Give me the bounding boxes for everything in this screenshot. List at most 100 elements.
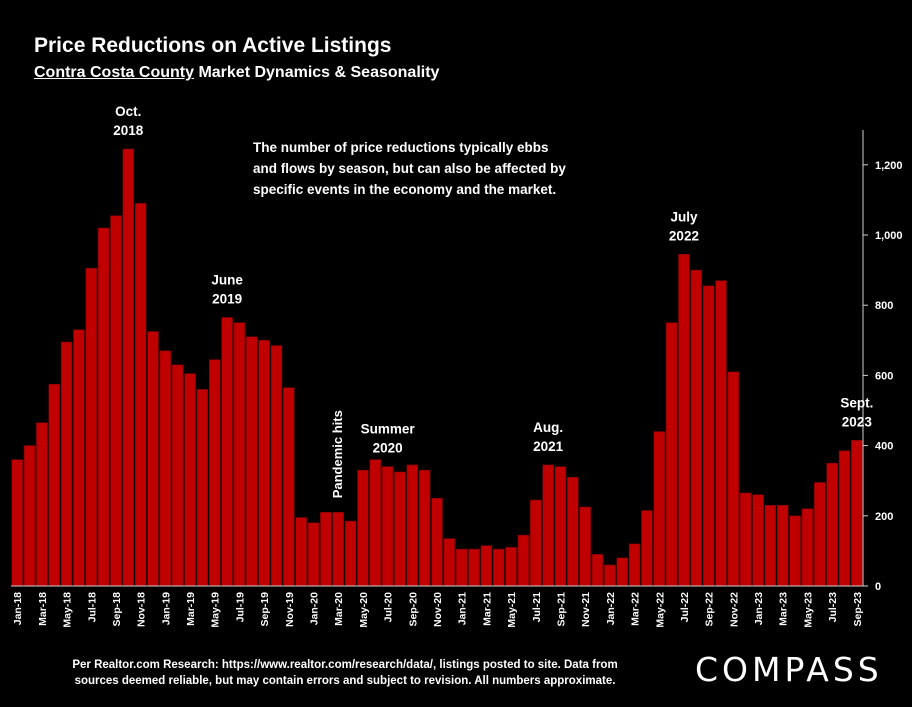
x-tick-label: May-21 [506, 592, 518, 628]
bar-Feb-21 [468, 548, 480, 587]
y-tick-label: 1,000 [875, 230, 903, 242]
bar-Dec-19 [295, 517, 307, 587]
bar-Jun-23 [814, 482, 826, 587]
bar-Jan-18 [11, 459, 23, 587]
bar-Jun-20 [369, 459, 381, 587]
bar-Jan-22 [604, 564, 616, 587]
bar-Sep-18 [110, 215, 122, 587]
bar-Jan-21 [455, 548, 468, 587]
x-tick-label: Nov-21 [580, 592, 592, 627]
bar-Feb-18 [23, 445, 36, 587]
x-tick-label: Jul-23 [827, 592, 839, 623]
x-tick-label: Mar-19 [185, 592, 197, 626]
bar-Jan-20 [307, 522, 320, 587]
x-tick-label: May-20 [358, 592, 370, 628]
y-tick-label: 800 [875, 300, 893, 312]
subtitle-county: Contra Costa County [34, 64, 194, 81]
bar-Aug-21 [542, 464, 554, 587]
bar-Jun-21 [517, 534, 530, 587]
bar-Jan-19 [159, 350, 172, 587]
bar-May-22 [653, 431, 666, 587]
note-text: The number of price reductions typically… [253, 140, 549, 155]
x-tick-label: Nov-19 [284, 592, 296, 627]
bar-Jan-23 [752, 494, 764, 587]
bar-Apr-23 [789, 515, 801, 587]
bar-Feb-19 [171, 364, 184, 587]
x-tick-label: May-19 [210, 592, 222, 628]
annotation-label: Sept. [840, 395, 873, 410]
x-tick-label: Jan-22 [605, 592, 617, 625]
bar-Jul-21 [530, 499, 542, 587]
y-tick-label: 600 [875, 370, 893, 382]
bar-May-23 [801, 508, 814, 587]
bar-May-18 [60, 341, 73, 587]
bar-Dec-18 [147, 331, 159, 587]
bar-Dec-22 [739, 492, 752, 587]
bar-Jul-19 [233, 322, 246, 587]
bar-Feb-20 [320, 511, 332, 587]
note-text: specific events in the economy and the m… [253, 182, 556, 197]
bar-Apr-21 [493, 548, 505, 587]
bar-Dec-21 [591, 554, 604, 587]
bar-Jul-23 [826, 462, 838, 587]
bar-Jul-18 [85, 268, 98, 587]
bar-Feb-23 [764, 504, 777, 587]
bar-Jun-19 [221, 317, 233, 587]
x-tick-label: Jul-18 [86, 592, 98, 623]
bar-Nov-18 [134, 203, 147, 587]
note-text: and flows by season, but can also be aff… [253, 161, 566, 176]
x-tick-label: Jul-22 [679, 592, 691, 623]
x-tick-label: Sep-18 [111, 592, 123, 627]
bar-Jun-22 [665, 322, 678, 587]
annotation-label: 2021 [533, 439, 564, 454]
subtitle-rest: Market Dynamics & Seasonality [194, 64, 440, 81]
bar-May-20 [357, 469, 369, 587]
bar-May-19 [209, 359, 221, 587]
annotation-label: 2018 [113, 123, 144, 138]
x-tick-label: Mar-18 [37, 592, 49, 626]
annotation-label: Summer [361, 422, 416, 437]
annotation-label: 2020 [373, 441, 403, 456]
bar-May-21 [505, 547, 517, 587]
x-tick-label: May-23 [802, 592, 814, 628]
x-tick-label: Mar-22 [630, 592, 642, 626]
bar-Nov-20 [431, 497, 443, 587]
bar-Aug-18 [97, 227, 110, 587]
bar-Nov-22 [727, 371, 740, 587]
x-tick-label: Mar-21 [481, 592, 493, 626]
x-tick-label: Sep-22 [704, 592, 716, 627]
bar-Apr-20 [344, 520, 357, 587]
bar-Jun-18 [73, 329, 85, 587]
bar-Mar-23 [777, 504, 789, 587]
compass-logo: COMPASS [695, 650, 883, 689]
bar-Aug-20 [394, 471, 406, 587]
x-tick-label: Nov-22 [728, 592, 740, 627]
annotation-label: 2023 [842, 414, 873, 429]
annotation-label: June [211, 272, 243, 287]
x-tick-label: Jul-21 [531, 592, 543, 623]
bar-Mar-21 [480, 545, 493, 587]
chart-subtitle: Contra Costa County Market Dynamics & Se… [34, 64, 439, 82]
bar-Sep-19 [258, 339, 270, 587]
annotation-label: Oct. [115, 104, 141, 119]
bar-Mar-20 [332, 511, 344, 587]
bar-Oct-20 [418, 469, 431, 587]
bar-Oct-19 [270, 345, 283, 587]
bar-Oct-22 [715, 280, 727, 587]
bar-Sep-20 [406, 464, 419, 587]
annotation-label: 2022 [669, 228, 699, 243]
x-tick-label: Mar-20 [333, 592, 345, 626]
x-tick-label: Sep-23 [852, 592, 864, 627]
bar-Feb-22 [616, 557, 628, 587]
bar-Apr-22 [641, 510, 653, 587]
bar-Sep-23 [851, 440, 863, 587]
annotation-label: Pandemic hits [330, 410, 345, 498]
y-tick-label: 1,200 [875, 160, 903, 172]
y-tick-label: 400 [875, 441, 893, 453]
bar-Nov-19 [283, 387, 295, 587]
bar-Mar-19 [184, 373, 196, 587]
bar-Aug-23 [838, 450, 851, 587]
y-tick-label: 200 [875, 511, 893, 523]
x-tick-label: May-22 [654, 592, 666, 628]
